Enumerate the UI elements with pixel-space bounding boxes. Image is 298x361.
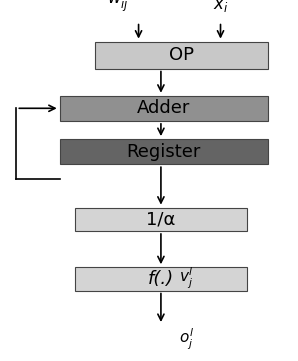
Text: OP: OP	[169, 46, 194, 64]
Text: Adder: Adder	[137, 99, 191, 117]
Text: $w^l_{ij}$: $w^l_{ij}$	[107, 0, 129, 14]
Text: Register: Register	[127, 143, 201, 161]
Text: $o^l_j$: $o^l_j$	[179, 327, 194, 352]
FancyBboxPatch shape	[60, 139, 268, 164]
Text: $v^l_j$: $v^l_j$	[179, 265, 193, 291]
FancyBboxPatch shape	[95, 42, 268, 69]
Text: $x_i$: $x_i$	[213, 0, 228, 14]
Text: f(.): f(.)	[148, 270, 174, 288]
FancyBboxPatch shape	[74, 208, 247, 231]
Text: 1/α: 1/α	[146, 210, 176, 228]
FancyBboxPatch shape	[74, 267, 247, 291]
FancyBboxPatch shape	[60, 96, 268, 121]
